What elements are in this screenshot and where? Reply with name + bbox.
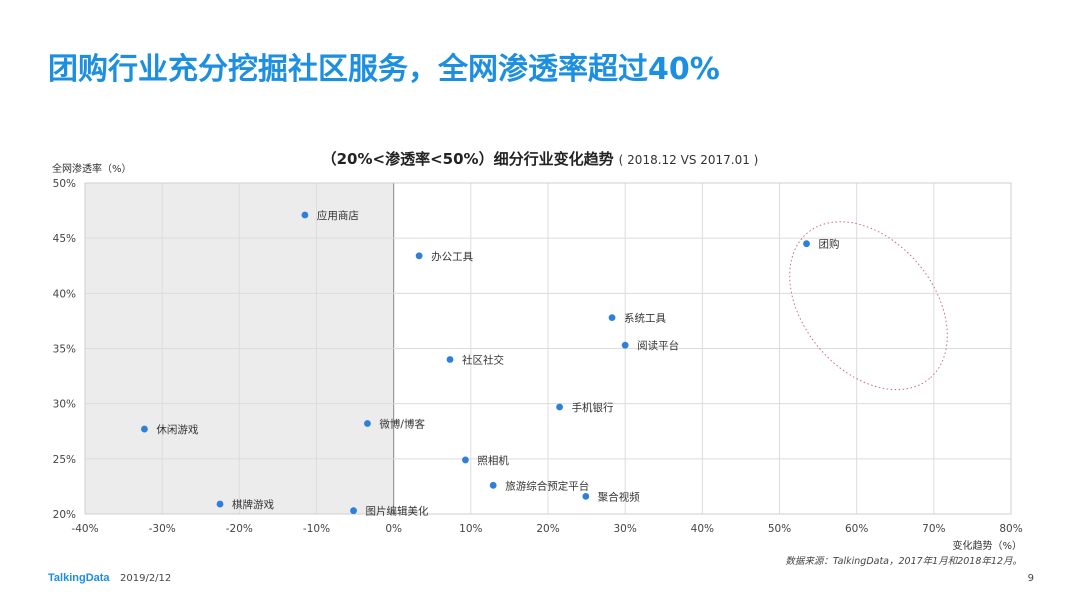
data-point-label: 微博/博客: [379, 418, 425, 431]
data-point-label: 系统工具: [624, 312, 666, 325]
source-note: 数据来源：TalkingData，2017年1月和2018年12月。: [785, 556, 1022, 567]
data-point-label: 社区社交: [462, 354, 504, 367]
data-point-label: 团购: [819, 238, 840, 251]
data-point-label: 聚合视频: [598, 490, 640, 503]
data-point-label: 办公工具: [431, 250, 473, 263]
data-point: [415, 252, 423, 260]
data-point-label: 照相机: [477, 454, 509, 467]
page-title: 团购行业充分挖掘社区服务，全网渗透率超过40%: [48, 52, 720, 87]
x-tick-label: -10%: [303, 523, 330, 535]
x-tick-label: 0%: [385, 523, 402, 535]
data-point-label: 休闲游戏: [156, 423, 198, 436]
x-tick-label: 80%: [999, 523, 1022, 535]
x-tick-label: 70%: [922, 523, 945, 535]
x-tick-label: 20%: [536, 523, 559, 535]
x-tick-label: -40%: [71, 523, 98, 535]
y-tick-label: 20%: [53, 509, 76, 521]
chart-title: （20%<渗透率<50%）细分行业变化趋势: [321, 150, 614, 168]
x-axis-title: 变化趋势（%）: [952, 539, 1022, 552]
y-tick-label: 45%: [53, 233, 76, 245]
data-point: [446, 356, 454, 363]
data-point: [621, 341, 629, 349]
data-point: [608, 314, 616, 322]
data-point: [350, 507, 357, 515]
data-point-label: 旅游综合预定平台: [505, 479, 589, 492]
data-point-label: 阅读平台: [637, 339, 679, 352]
highlight-ellipse: [789, 221, 948, 391]
data-point-label: 手机银行: [572, 401, 614, 414]
data-point: [301, 211, 309, 219]
chart-title-block: （20%<渗透率<50%）细分行业变化趋势 ( 2018.12 VS 2017.…: [0, 148, 1080, 169]
y-axis-title: 全网渗透率（%）: [52, 162, 132, 175]
data-point: [216, 500, 224, 508]
x-tick-label: 40%: [691, 523, 714, 535]
data-point-label: 图片编辑美化: [366, 505, 429, 518]
brand-logo: TalkingData: [48, 572, 110, 584]
data-point: [556, 403, 563, 411]
data-point: [489, 481, 497, 489]
x-tick-label: 60%: [845, 523, 868, 535]
data-point-label: 应用商店: [317, 209, 359, 222]
x-tick-label: -30%: [149, 523, 176, 535]
page-number: 9: [1027, 573, 1034, 584]
chart-subtitle: ( 2018.12 VS 2017.01 ): [618, 153, 759, 167]
data-point: [803, 240, 810, 248]
x-tick-label: 50%: [768, 523, 791, 535]
x-tick-label: 10%: [459, 523, 482, 535]
y-tick-label: 30%: [53, 399, 76, 411]
y-tick-label: 40%: [53, 288, 76, 300]
y-tick-label: 50%: [53, 178, 76, 190]
data-point: [462, 456, 469, 464]
y-tick-label: 25%: [53, 454, 76, 466]
data-point: [141, 425, 148, 433]
data-point: [582, 492, 590, 500]
plot-border: [84, 182, 1012, 515]
data-point: [364, 420, 371, 427]
data-point-label: 棋牌游戏: [232, 498, 274, 511]
x-tick-label: 30%: [613, 523, 636, 535]
x-tick-label: -20%: [226, 523, 253, 535]
footer-date: 2019/2/12: [120, 573, 172, 584]
y-tick-label: 35%: [53, 344, 76, 356]
